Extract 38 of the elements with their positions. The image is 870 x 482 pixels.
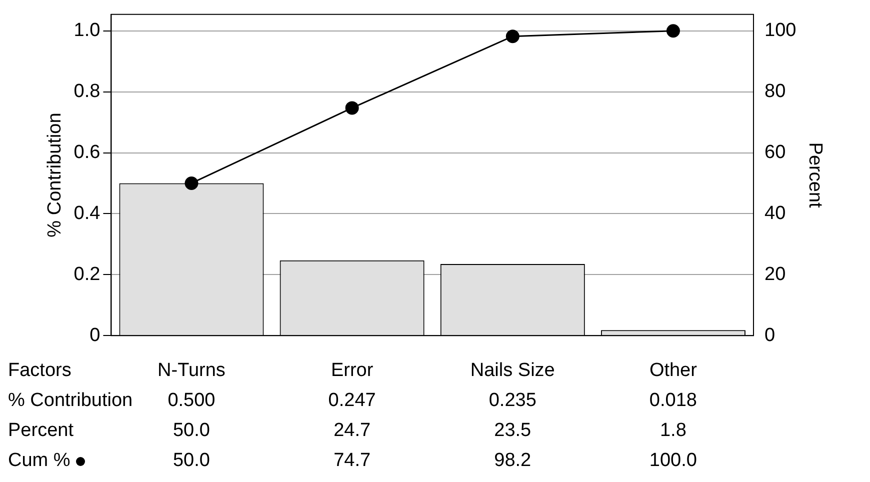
legend-label: Cum % [8, 450, 70, 472]
data-label: 0.247 [327, 390, 377, 412]
y-tick-label: 1.0 [74, 20, 100, 42]
y-tick-label: 0.4 [74, 202, 101, 224]
data-label: 98.2 [493, 450, 532, 472]
text: 24.7 [332, 420, 372, 442]
data-label: 74.7 [332, 450, 372, 472]
data-label: 0.018 [648, 390, 698, 412]
point [506, 30, 520, 44]
y-tick-label: 0.6 [74, 142, 100, 163]
y2-tick-label: 40 [764, 202, 786, 224]
y2-tick-label: 100 [764, 20, 796, 42]
point [666, 24, 680, 38]
text: 23.5 [493, 420, 532, 442]
data-label: 0.500 [168, 390, 216, 411]
y2-tick-label: 60 [764, 142, 786, 163]
x-tick-label: Error [330, 360, 374, 382]
data-label: 0.235 [488, 390, 538, 412]
x-axis-title: Factors [8, 360, 72, 382]
x-tick-label: Other [648, 360, 698, 382]
y2-tick-label: 80 [764, 81, 786, 102]
point [345, 101, 359, 115]
x-tick-label: Nails Size [469, 360, 556, 382]
y-tick-label: 0.8 [74, 81, 100, 102]
y-axis-title: % Contribution [44, 112, 66, 238]
data-label: 100.0 [648, 450, 698, 472]
x-tick-label: N-Turns [156, 360, 226, 382]
y-tick-label: 0.2 [74, 264, 100, 285]
y2-tick-label: 0 [764, 324, 776, 346]
point [184, 176, 198, 190]
y2-tick-label: 20 [764, 264, 786, 285]
data-label: 50.0 [172, 450, 211, 472]
text: Percent [8, 420, 74, 442]
text: % Contribution [8, 390, 133, 412]
y2-axis-title: Percent [804, 142, 826, 208]
text: 50.0 [172, 420, 211, 442]
text: 1.8 [658, 420, 688, 442]
y-tick-label: 0 [90, 324, 100, 346]
